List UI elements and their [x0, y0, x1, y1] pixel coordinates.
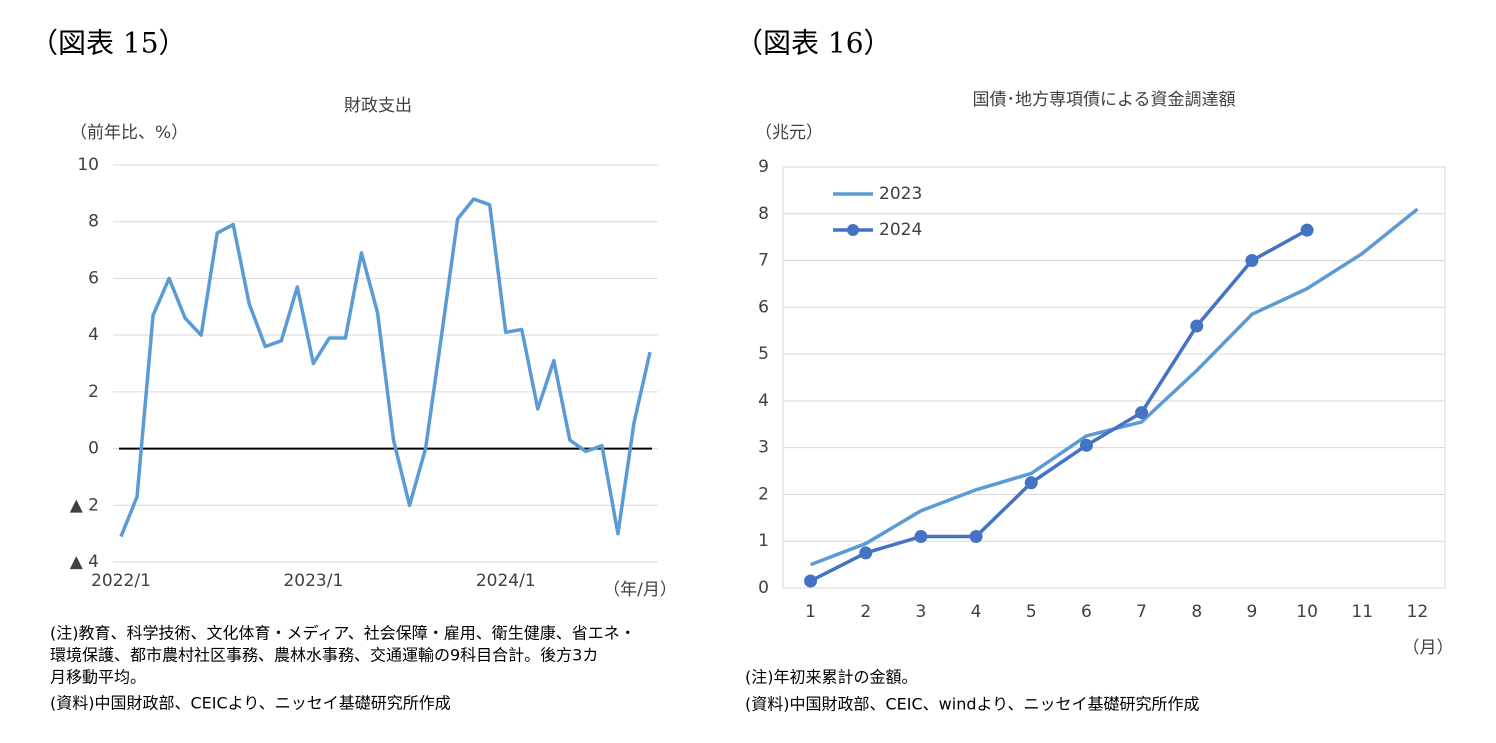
legend-label: 2024 [879, 220, 922, 240]
note: 環境保護、都市農村社区事務、農林水事務、交通運輸の9科目合計。後方3カ [50, 646, 598, 665]
y-tick-label: 0 [758, 578, 769, 598]
x-tick-label: 2024/1 [476, 571, 536, 591]
figure-label: （図表 15） [30, 27, 187, 60]
chart-title: 国債･地方専項債による資金調達額 [973, 90, 1236, 110]
y-tick-label: 2 [758, 484, 769, 504]
x-tick-label: 6 [1081, 602, 1092, 622]
x-axis-label: （年/月） [603, 580, 677, 600]
plot-frame [782, 166, 1446, 589]
point [1245, 254, 1259, 268]
y-tick-label: 4 [88, 325, 99, 345]
point [1079, 438, 1093, 452]
y-tick-label: 0 [88, 439, 99, 459]
x-tick-label: 2022/1 [91, 571, 151, 591]
x-tick-label: 2 [860, 602, 871, 622]
x-tick-label: 2023/1 [283, 571, 343, 591]
x-tick-label: 8 [1191, 602, 1202, 622]
y-tick-label: 7 [758, 251, 769, 271]
y-tick-label: 10 [77, 155, 99, 175]
point [969, 530, 983, 544]
x-tick-label: 3 [916, 602, 927, 622]
x-tick-label: 11 [1351, 602, 1373, 622]
series-line [809, 228, 1308, 583]
x-tick-label: 10 [1296, 602, 1318, 622]
y-axis-label: （前年比、%） [70, 123, 188, 143]
y-tick-label: 6 [88, 268, 99, 288]
point [804, 574, 818, 588]
y-tick-label: 1 [758, 531, 769, 551]
note: 月移動平均。 [50, 668, 146, 687]
y-tick-label: 8 [758, 204, 769, 224]
series-line [809, 207, 1419, 567]
y-tick-label: 6 [758, 297, 769, 317]
note: (資料)中国財政部、CEIC、windより、ニッセイ基礎研究所作成 [745, 695, 1200, 714]
note: (資料)中国財政部、CEICより、ニッセイ基礎研究所作成 [50, 694, 451, 713]
y-tick-label: 2 [88, 382, 99, 402]
y-tick-label: ▲ 4 [70, 552, 99, 572]
y-tick-label: 5 [758, 344, 769, 364]
figure-label: （図表 16） [735, 27, 892, 60]
y-tick-label: 8 [88, 212, 99, 232]
x-tick-label: 9 [1247, 602, 1258, 622]
x-tick-label: 1 [805, 602, 816, 622]
note: (注)年初来累計の金額。 [745, 668, 918, 687]
point [914, 530, 928, 544]
y-tick-label: ▲ 2 [70, 495, 99, 515]
point [1300, 223, 1314, 237]
x-tick-label: 5 [1026, 602, 1037, 622]
series-line [119, 197, 652, 538]
chart-title: 財政支出 [344, 96, 412, 116]
y-tick-label: 9 [758, 157, 769, 177]
y-axis-label: （兆元） [755, 123, 823, 143]
x-tick-label: 4 [971, 602, 982, 622]
x-axis-label: （月） [1403, 638, 1454, 658]
x-tick-label: 7 [1136, 602, 1147, 622]
y-tick-label: 4 [758, 391, 769, 411]
x-tick-label: 12 [1407, 602, 1429, 622]
point [859, 546, 873, 560]
note: (注)教育、科学技術、文化体育・メディア、社会保障・雇用、衛生健康、省エネ・ [50, 624, 636, 643]
point [1190, 319, 1204, 333]
legend-marker [847, 224, 859, 236]
point [1024, 476, 1038, 490]
legend-label: 2023 [879, 184, 922, 204]
y-tick-label: 3 [758, 438, 769, 458]
point [1135, 406, 1149, 420]
